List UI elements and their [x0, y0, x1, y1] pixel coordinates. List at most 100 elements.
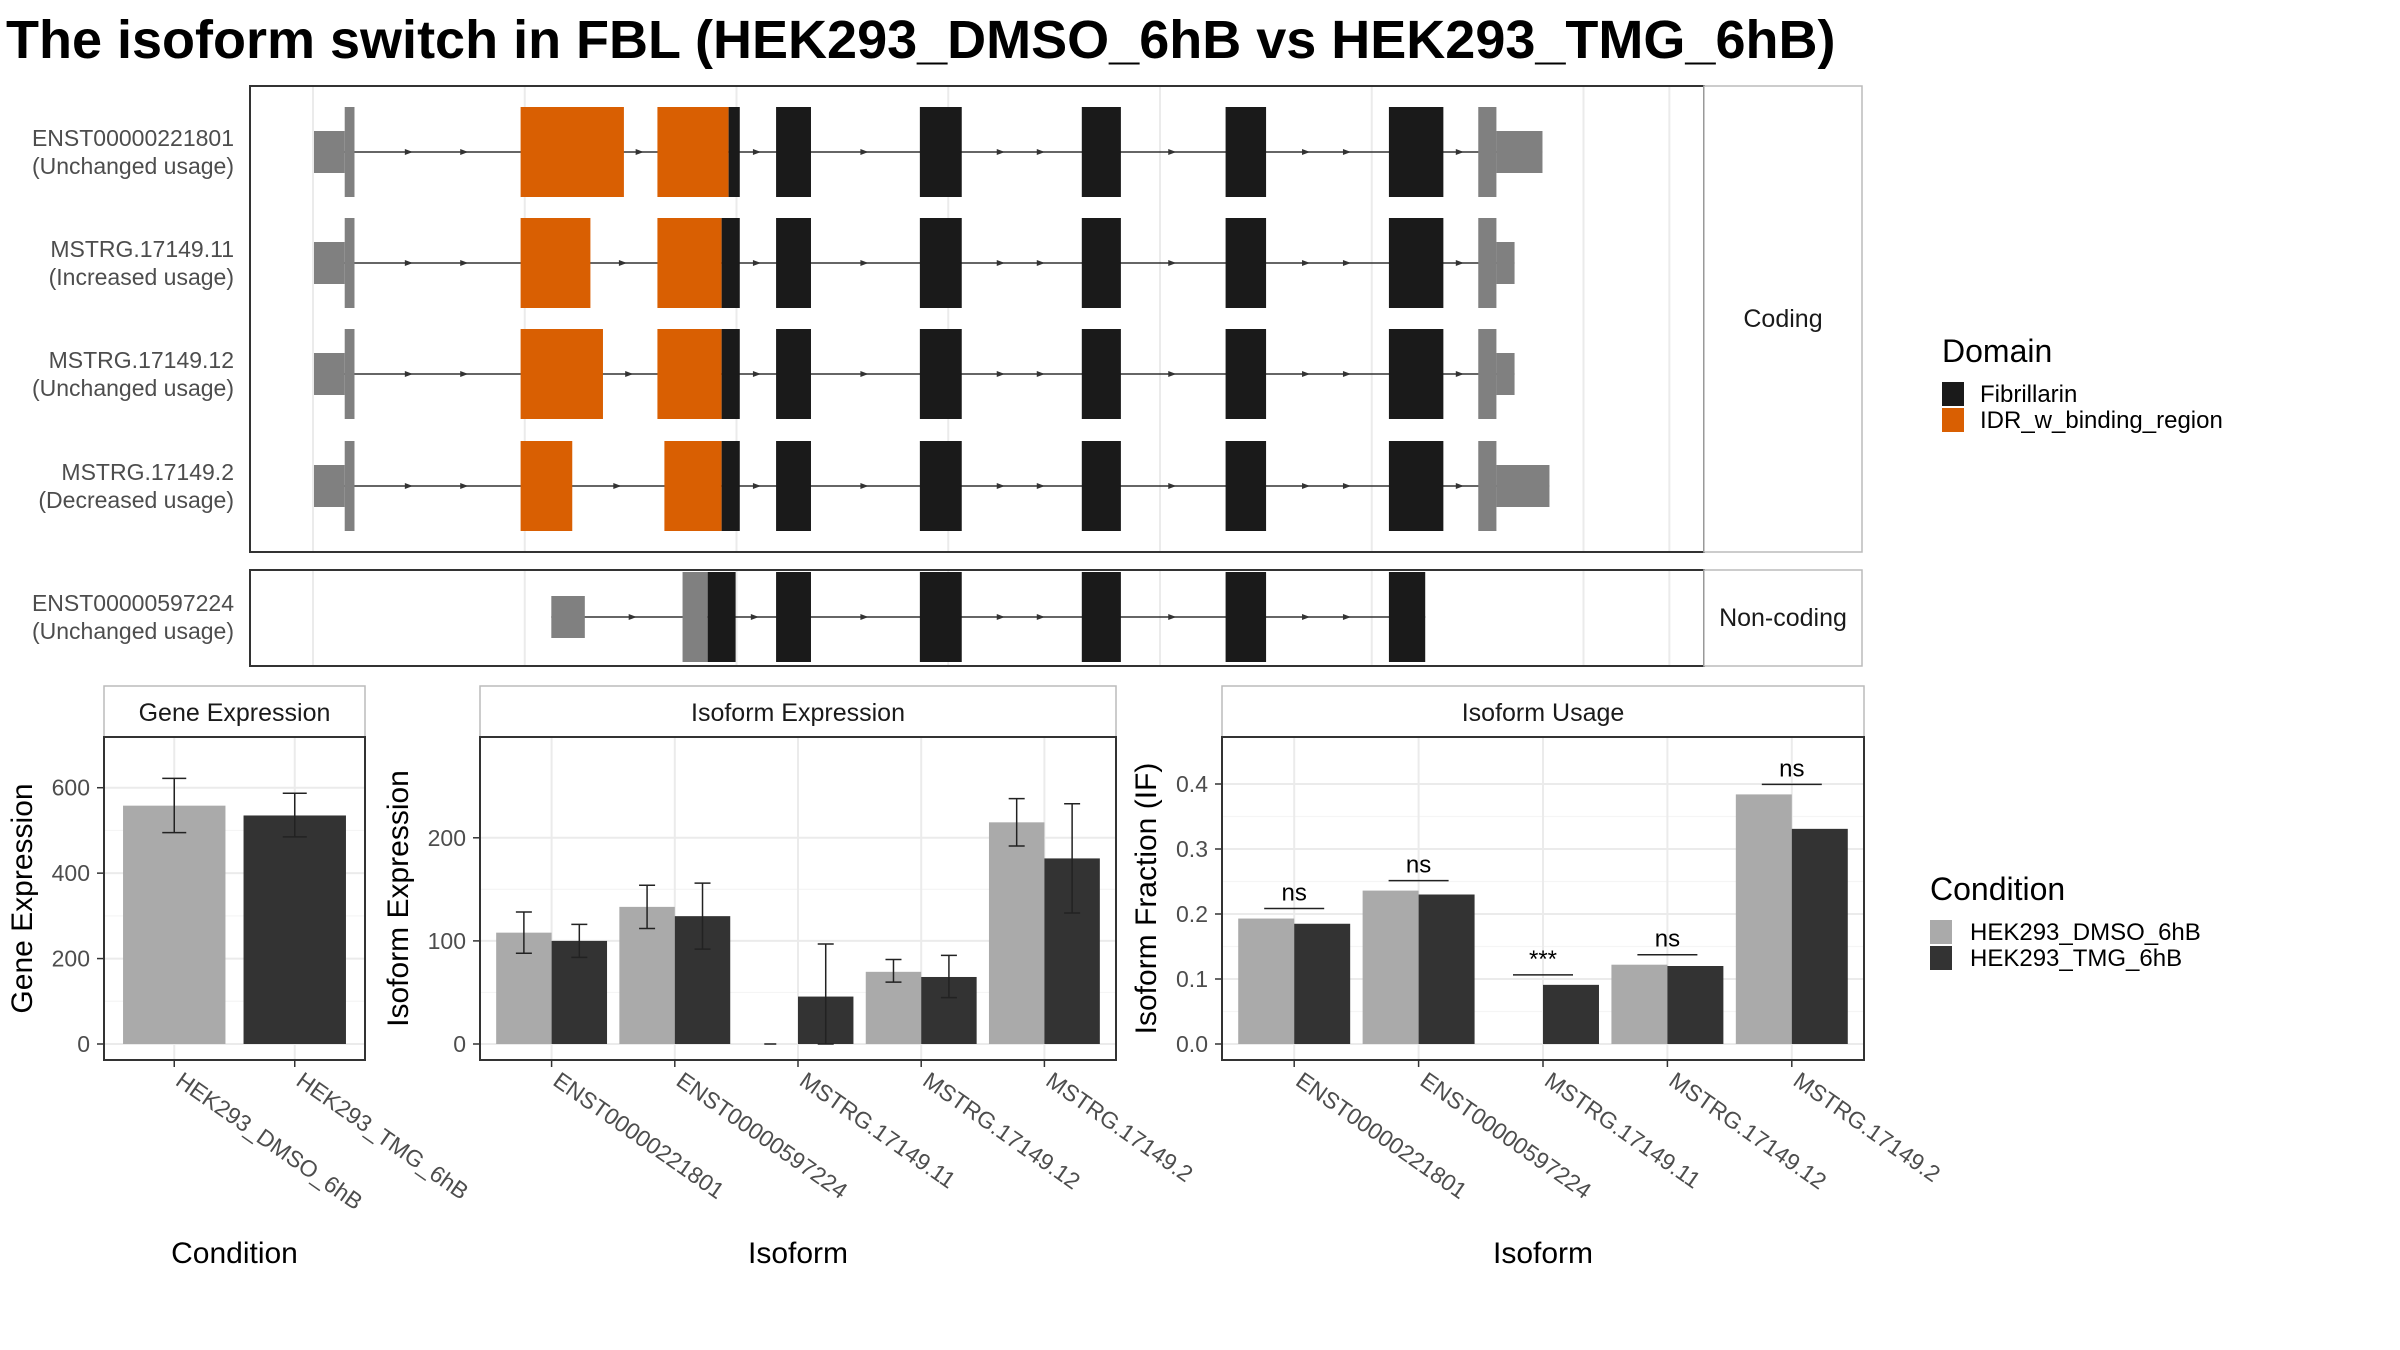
y-tick-label: 0.3: [1176, 836, 1208, 862]
intron-arrow: [1455, 149, 1464, 155]
intron-arrow: [752, 149, 761, 155]
intron-arrow: [996, 260, 1005, 266]
utr-block: [1478, 218, 1497, 308]
chart-strip: [103, 685, 366, 738]
intron-arrow: [1455, 371, 1464, 377]
intron-arrow: [460, 371, 469, 377]
utr-block: [1478, 441, 1497, 531]
significance-label: ns: [1282, 880, 1307, 907]
intron-arrow: [1036, 614, 1045, 620]
intron-arrow: [404, 371, 413, 377]
utr-block: [1496, 131, 1543, 173]
utr-block: [314, 465, 345, 507]
bar-charts: Gene Expression0200400600HEK293_DMSO_6hB…: [6, 685, 1945, 1270]
intron-arrow: [996, 483, 1005, 489]
intron-arrow: [1036, 371, 1045, 377]
y-axis-title: Isoform Fraction (IF): [1130, 763, 1163, 1035]
intron-arrow: [1342, 371, 1351, 377]
transcript-row: MSTRG.17149.12(Unchanged usage): [32, 329, 1515, 419]
condition-legend-title: Condition: [1930, 871, 2065, 907]
intron-arrow: [1342, 614, 1351, 620]
fibrillarin-domain-block: [1081, 218, 1121, 308]
utr-block: [1478, 107, 1497, 197]
chart-strip: [1221, 685, 1865, 738]
domain-legend-label: Fibrillarin: [1980, 381, 2077, 408]
bar: [243, 815, 346, 1044]
transcript-usage: (Increased usage): [49, 264, 234, 290]
coding-strip-label: Coding: [1743, 305, 1822, 333]
utr-block: [1496, 353, 1515, 395]
intron-arrow: [1342, 149, 1351, 155]
fibrillarin-domain-block: [776, 107, 811, 197]
intron-arrow: [1302, 614, 1311, 620]
intron-arrow: [1455, 260, 1464, 266]
intron-arrow: [860, 371, 869, 377]
intron-arrow: [750, 614, 759, 620]
intron-arrow: [1168, 149, 1177, 155]
y-axis-title: Isoform Expression: [382, 770, 415, 1027]
coding-strip: [1703, 85, 1863, 553]
bar: [1543, 984, 1599, 1044]
transcript-id: MSTRG.17149.11: [50, 236, 234, 262]
intron-arrow: [1168, 371, 1177, 377]
bar: [1791, 828, 1848, 1044]
bar: [1611, 964, 1668, 1044]
significance-label: ***: [1529, 946, 1557, 973]
fibrillarin-domain-block: [721, 218, 740, 308]
domain-legend-title: Domain: [1942, 333, 2052, 369]
intron-arrow: [635, 149, 644, 155]
bar: [123, 805, 226, 1044]
fibrillarin-domain-block: [919, 572, 962, 662]
fibrillarin-domain-block: [1225, 107, 1267, 197]
coding-panel: [249, 85, 1705, 553]
idr-domain-block: [520, 441, 573, 531]
idr-domain-block: [520, 218, 591, 308]
fibrillarin-domain-block: [919, 218, 962, 308]
intron-arrow: [860, 260, 869, 266]
intron-arrow: [996, 149, 1005, 155]
chart-strip-title: Isoform Usage: [1462, 699, 1625, 727]
y-tick-label: 0: [77, 1031, 90, 1057]
transcript-usage: (Unchanged usage): [32, 375, 234, 401]
bar: [1418, 894, 1475, 1044]
y-tick-label: 200: [52, 946, 90, 972]
chart-strip: [479, 685, 1117, 738]
idr-domain-block: [520, 329, 603, 419]
intron-arrow: [752, 260, 761, 266]
intron-arrow: [752, 483, 761, 489]
intron-arrow: [1302, 483, 1311, 489]
y-tick-label: 0.2: [1176, 901, 1208, 927]
chart-strip-title: Gene Expression: [139, 699, 331, 727]
utr-block: [1478, 329, 1497, 419]
y-tick-label: 200: [428, 825, 466, 851]
transcript-row: MSTRG.17149.2(Decreased usage): [38, 441, 1550, 531]
fibrillarin-domain-block: [1388, 441, 1444, 531]
intron-arrow: [1455, 483, 1464, 489]
x-axis-title: Condition: [171, 1237, 298, 1270]
intron-arrow: [860, 149, 869, 155]
utr-block: [344, 107, 355, 197]
fibrillarin-domain-block: [776, 218, 811, 308]
y-tick-label: 0.4: [1176, 771, 1208, 797]
domain-legend-swatch: [1942, 408, 1964, 432]
fibrillarin-domain-block: [721, 329, 740, 419]
utr-block: [682, 572, 708, 662]
domain-legend-swatch: [1942, 382, 1964, 406]
x-axis-title: Isoform: [1493, 1237, 1593, 1270]
intron-arrow: [1168, 483, 1177, 489]
intron-arrow: [1036, 483, 1045, 489]
bar: [1362, 890, 1419, 1044]
fibrillarin-domain-block: [776, 441, 811, 531]
fibrillarin-domain-block: [1081, 441, 1121, 531]
utr-block: [314, 131, 345, 173]
bar: [865, 971, 922, 1044]
fibrillarin-domain-block: [707, 572, 736, 662]
utr-block: [344, 218, 355, 308]
fibrillarin-domain-block: [1225, 441, 1267, 531]
condition-legend-label: HEK293_TMG_6hB: [1970, 945, 2182, 972]
noncoding-strip-label: Non-coding: [1719, 604, 1847, 632]
fibrillarin-domain-block: [1225, 572, 1267, 662]
intron-arrow: [618, 260, 627, 266]
